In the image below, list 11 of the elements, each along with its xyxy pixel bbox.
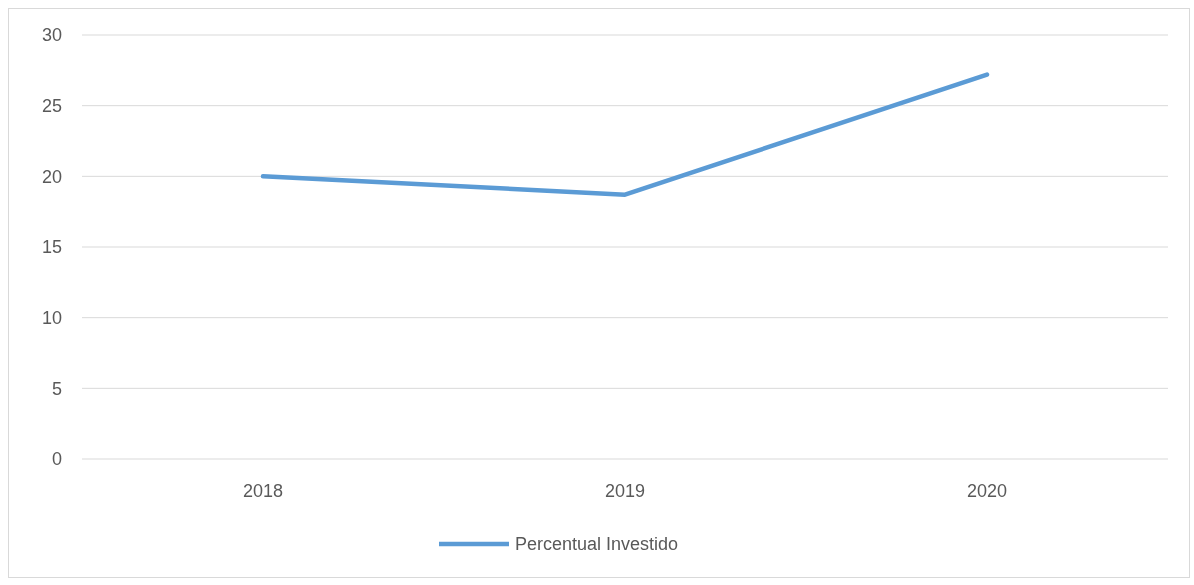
legend-label: Percentual Investido	[515, 534, 679, 555]
x-tick-label: 2018	[242, 481, 284, 501]
x-tick-label: 2020	[966, 481, 1008, 501]
y-tick-label: 5	[51, 378, 62, 399]
y-tick-label: 25	[41, 95, 62, 116]
y-tick-label: 15	[41, 237, 62, 258]
y-tick-label: 30	[41, 25, 62, 46]
y-tick-label: 0	[51, 449, 62, 470]
x-tick-label: 2019	[604, 481, 646, 501]
y-tick-label: 20	[41, 166, 62, 187]
y-tick-label: 10	[41, 307, 62, 328]
